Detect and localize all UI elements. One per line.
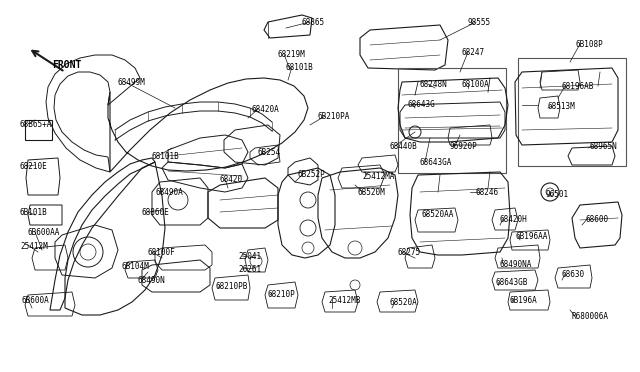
Text: 6B600A: 6B600A: [22, 296, 50, 305]
Text: 68600: 68600: [586, 215, 609, 224]
Text: 68860E: 68860E: [142, 208, 170, 217]
Text: 26261: 26261: [238, 265, 261, 274]
Text: R680006A: R680006A: [572, 312, 609, 321]
Text: 68101B: 68101B: [285, 63, 313, 72]
Text: 96920P: 96920P: [450, 142, 477, 151]
Text: 68420A: 68420A: [252, 105, 280, 114]
Bar: [518, 58, 626, 166]
Text: 68420: 68420: [220, 175, 243, 184]
Text: 68100F: 68100F: [148, 248, 176, 257]
Text: 68275: 68275: [398, 248, 421, 257]
Text: 68965N: 68965N: [590, 142, 618, 151]
Text: 6B252P: 6B252P: [298, 170, 326, 179]
Text: 6B600AA: 6B600AA: [28, 228, 60, 237]
Text: 98555: 98555: [468, 18, 491, 27]
Text: 6B196AA: 6B196AA: [515, 232, 547, 241]
Text: 68247: 68247: [462, 48, 485, 57]
Text: 68643GA: 68643GA: [420, 158, 452, 167]
Text: 68630: 68630: [562, 270, 585, 279]
Text: 68101B: 68101B: [152, 152, 180, 161]
Text: 6B196A: 6B196A: [510, 296, 538, 305]
Text: 25412M: 25412M: [20, 242, 48, 251]
Text: 68210E: 68210E: [20, 162, 48, 171]
Text: 6B210PA: 6B210PA: [318, 112, 350, 121]
Text: 68499M: 68499M: [118, 78, 146, 87]
Text: 68490NA: 68490NA: [500, 260, 532, 269]
Text: 68219M: 68219M: [278, 50, 306, 59]
Text: 68490N: 68490N: [138, 276, 166, 285]
Text: 68490A: 68490A: [155, 188, 183, 197]
Text: 68248N: 68248N: [420, 80, 448, 89]
Text: 68865: 68865: [302, 18, 325, 27]
Text: 96501: 96501: [545, 190, 568, 199]
Text: 6B104M: 6B104M: [122, 262, 150, 271]
Text: 68420H: 68420H: [500, 215, 528, 224]
Text: 68246: 68246: [476, 188, 499, 197]
Text: 25412MA: 25412MA: [362, 172, 394, 181]
Text: 68520AA: 68520AA: [422, 210, 454, 219]
Text: 6B101B: 6B101B: [20, 208, 48, 217]
Text: 68520M: 68520M: [358, 188, 386, 197]
Text: 68643G: 68643G: [408, 100, 436, 109]
Text: 68210PB: 68210PB: [215, 282, 248, 291]
Text: 68100A: 68100A: [462, 80, 490, 89]
Text: 25041: 25041: [238, 252, 261, 261]
Text: 68513M: 68513M: [548, 102, 576, 111]
Text: 68196AB: 68196AB: [562, 82, 595, 91]
Bar: [398, 68, 506, 173]
Text: 25412MB: 25412MB: [328, 296, 360, 305]
Text: 68B65+A: 68B65+A: [20, 120, 52, 129]
Text: 68254: 68254: [258, 148, 281, 157]
Text: 68643GB: 68643GB: [495, 278, 527, 287]
Text: FRONT: FRONT: [52, 60, 81, 70]
Text: 68440B: 68440B: [390, 142, 418, 151]
Text: 68520A: 68520A: [390, 298, 418, 307]
Text: 6B108P: 6B108P: [576, 40, 604, 49]
Text: 68210P: 68210P: [268, 290, 296, 299]
